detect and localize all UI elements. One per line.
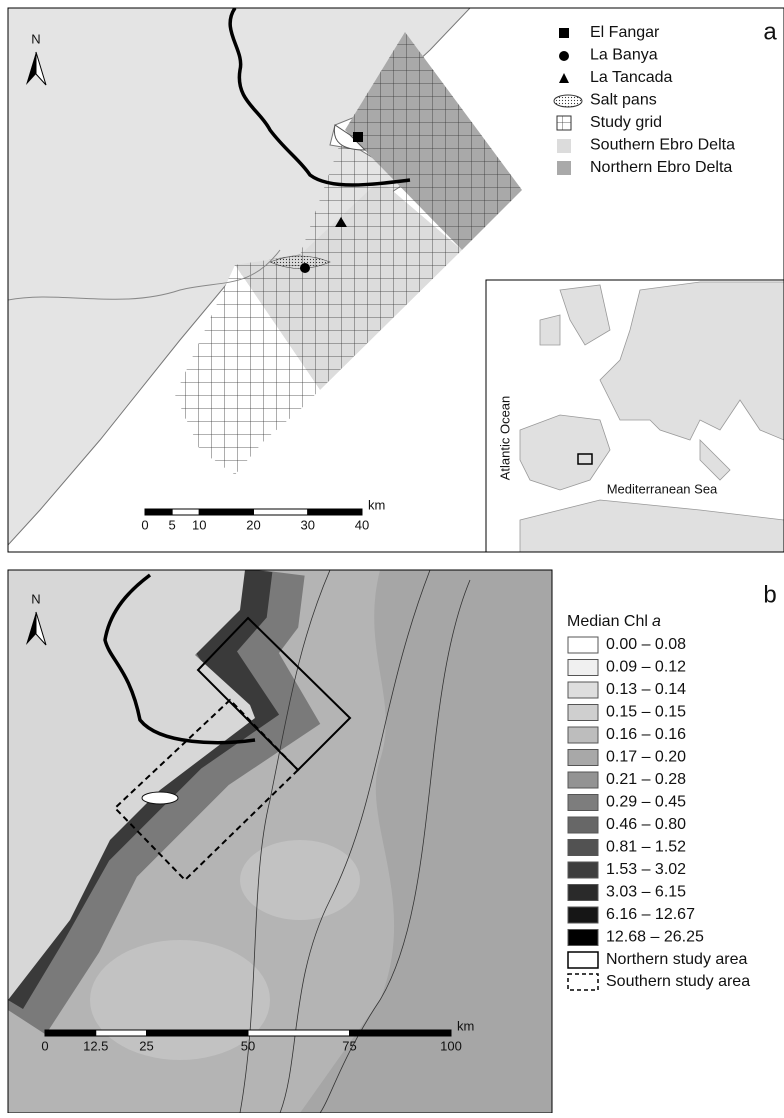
legend-label: 0.21 – 0.28 <box>606 771 686 788</box>
north-arrow <box>26 611 47 646</box>
legend-title: Median Chl <box>567 613 648 630</box>
legend-swatch <box>567 681 599 699</box>
legend-swatch <box>567 659 599 676</box>
north-label: N <box>31 591 40 606</box>
panel-label: a <box>763 18 777 45</box>
legend-label: Northern Ebro Delta <box>590 159 732 176</box>
legend-label: 0.16 – 0.16 <box>606 726 686 743</box>
legend-label: Northern study area <box>606 951 748 968</box>
sea-label: Mediterranean Sea <box>607 481 718 496</box>
legend-title-var: a <box>652 613 661 630</box>
scale-segment <box>171 508 200 516</box>
legend-swatch <box>567 816 599 834</box>
legend-label: 0.13 – 0.14 <box>606 681 686 698</box>
legend-label: La Banya <box>590 47 658 64</box>
legend-icons <box>553 28 583 175</box>
legend-label: 3.03 – 6.15 <box>606 884 686 901</box>
legend-label: Southern study area <box>606 973 750 990</box>
scale-label: 50 <box>241 1038 255 1053</box>
scale-label: 30 <box>301 517 315 532</box>
scale-segment <box>307 508 363 516</box>
legend-label: 0.17 – 0.20 <box>606 749 686 766</box>
legend-swatch <box>567 726 599 744</box>
scale-label: 5 <box>169 517 176 532</box>
scale-segment <box>146 1029 249 1037</box>
scale-unit: km <box>457 1018 474 1033</box>
legend-swatch <box>567 861 599 879</box>
legend-swatch <box>567 794 599 811</box>
scale-label: 25 <box>139 1038 153 1053</box>
ocean-label: Atlantic Ocean <box>497 396 512 481</box>
legend-swatch <box>567 929 599 946</box>
scale-segment <box>198 508 254 516</box>
scale-segment <box>253 508 309 516</box>
legend-label: Southern Ebro Delta <box>590 137 735 154</box>
legend-label: El Fangar <box>590 24 660 41</box>
legend-label: 12.68 – 26.25 <box>606 929 704 946</box>
scale-label: 0 <box>141 517 148 532</box>
scale-segment <box>247 1029 350 1037</box>
panel-b-map <box>8 570 552 1113</box>
scale-label: 0 <box>41 1038 48 1053</box>
legend-label: 1.53 – 3.02 <box>606 861 686 878</box>
legend-label: 0.15 – 0.15 <box>606 704 686 721</box>
scale-label: 100 <box>440 1038 462 1053</box>
north-arrow <box>26 51 47 86</box>
panel-label: b <box>763 581 776 608</box>
north-label: N <box>31 31 40 46</box>
panel-a-map <box>8 8 784 552</box>
legend-swatch <box>567 906 599 924</box>
legend-label: 6.16 – 12.67 <box>606 906 695 923</box>
scale-segment <box>95 1029 147 1037</box>
legend-label: 0.81 – 1.52 <box>606 839 686 856</box>
panel-a-frame <box>7 7 784 553</box>
scale-unit: km <box>368 497 385 512</box>
scale-segment <box>44 1029 97 1037</box>
legend-label: 0.29 – 0.45 <box>606 794 686 811</box>
scale-label: 75 <box>342 1038 356 1053</box>
legend-swatch <box>567 884 599 901</box>
scale-label: 20 <box>246 517 260 532</box>
scale-label: 12.5 <box>83 1038 108 1053</box>
legend-swatch <box>567 636 599 654</box>
legend-label: 0.09 – 0.12 <box>606 659 686 676</box>
legend-swatch <box>567 749 599 766</box>
legend-label: Study grid <box>590 114 662 131</box>
legend-label: Salt pans <box>590 92 657 109</box>
scale-label: 10 <box>192 517 206 532</box>
legend-swatch <box>567 973 599 991</box>
legend-label: 0.00 – 0.08 <box>606 636 686 653</box>
legend-label: 0.46 – 0.80 <box>606 816 686 833</box>
legend-swatch <box>567 951 599 969</box>
legend-swatch <box>567 704 599 721</box>
scale-segment <box>144 508 173 516</box>
legend-swatch <box>567 839 599 856</box>
scale-label: 40 <box>355 517 369 532</box>
legend-swatch <box>567 771 599 789</box>
legend-label: La Tancada <box>590 69 673 86</box>
scale-segment <box>349 1029 452 1037</box>
